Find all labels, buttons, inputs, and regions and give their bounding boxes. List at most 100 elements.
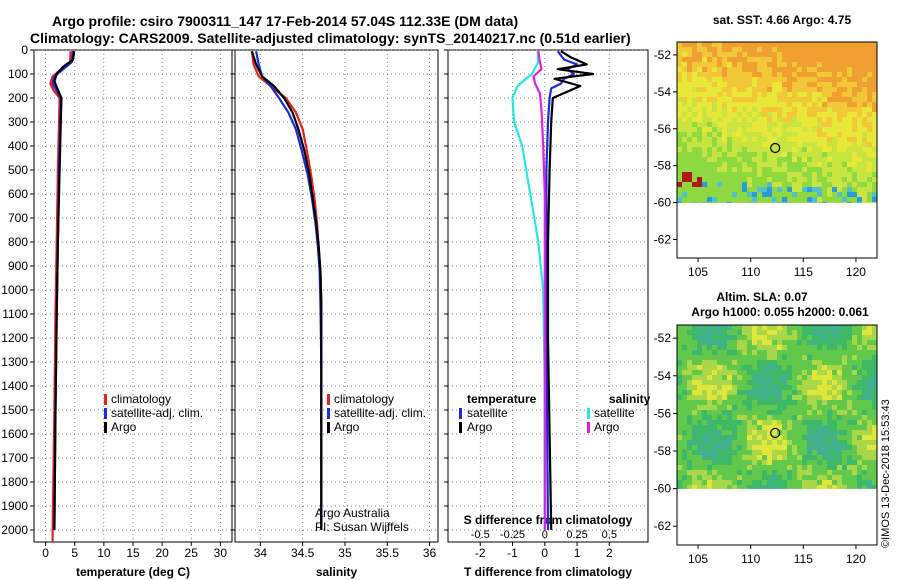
map-cell (817, 380, 823, 386)
map-cell (847, 400, 853, 406)
map-cell (687, 47, 693, 53)
map-cell (702, 345, 708, 351)
map-cell (762, 82, 768, 88)
map-cell (797, 365, 803, 371)
map-cell (872, 172, 878, 178)
map-cell (707, 87, 713, 93)
map-cell (747, 187, 753, 193)
map-cell (692, 420, 698, 426)
map-cell (837, 92, 843, 98)
map-cell (772, 122, 778, 128)
map-cell (677, 57, 683, 63)
map-cell (807, 77, 813, 83)
map-cell (677, 102, 683, 108)
map-cell (682, 117, 688, 123)
map-cell (747, 167, 753, 173)
map-cell (807, 390, 813, 396)
map-cell (747, 455, 753, 461)
map-cell (762, 197, 768, 203)
map-cell (692, 370, 698, 376)
map-cell (692, 400, 698, 406)
map-cell (852, 455, 858, 461)
map-cell (787, 450, 793, 456)
map-cell (807, 192, 813, 198)
map-cell (767, 77, 773, 83)
map-cell (712, 92, 718, 98)
map-cell (842, 147, 848, 153)
map-cell (767, 360, 773, 366)
map-cell (737, 455, 743, 461)
map-cell (827, 137, 833, 143)
map-cell (732, 460, 738, 466)
map-cell (822, 132, 828, 138)
map-cell (697, 430, 703, 436)
map-cell (717, 480, 723, 486)
map-cell (682, 430, 688, 436)
map-cell (757, 455, 763, 461)
map-cell (767, 385, 773, 391)
map-cell (807, 62, 813, 68)
map-cell (867, 127, 873, 133)
map-cell (707, 485, 713, 489)
map-cell (767, 435, 773, 441)
map-cell (697, 475, 703, 481)
map-cell (752, 82, 758, 88)
map-cell (712, 325, 718, 331)
map-cell (792, 420, 798, 426)
map-cell (682, 460, 688, 466)
map-cell (767, 445, 773, 451)
map-cell (782, 350, 788, 356)
map-cell (807, 470, 813, 476)
map-cell (837, 420, 843, 426)
map-cell (722, 82, 728, 88)
map-cell (747, 360, 753, 366)
map-cell (772, 425, 778, 431)
map-cell (692, 87, 698, 93)
map-cell (747, 445, 753, 451)
map-cell (677, 52, 683, 58)
map-cell (767, 330, 773, 336)
map-cell (742, 177, 748, 183)
map-cell (742, 420, 748, 426)
map-cell (752, 127, 758, 133)
map-cell (692, 132, 698, 138)
map-cell (692, 345, 698, 351)
map-cell (757, 192, 763, 198)
map-cell (722, 345, 728, 351)
map-cell (717, 380, 723, 386)
map-cell (737, 475, 743, 481)
map-cell (727, 470, 733, 476)
map-cell (862, 47, 868, 53)
map-cell (702, 385, 708, 391)
map-cell (867, 172, 873, 178)
map-cell (722, 350, 728, 356)
map-cell (772, 117, 778, 123)
map-cell (872, 475, 878, 481)
map-cell (712, 47, 718, 53)
map-cell (837, 47, 843, 53)
map-cell (832, 385, 838, 391)
map-cell (752, 47, 758, 53)
map-cell (677, 167, 683, 173)
map-cell (837, 365, 843, 371)
map-cell (687, 430, 693, 436)
map-cell (787, 127, 793, 133)
map-cell (737, 137, 743, 143)
map-cell (822, 202, 828, 203)
map-cell (697, 187, 703, 193)
map-cell (837, 182, 843, 188)
map-cell (872, 117, 878, 123)
map-cell (872, 122, 878, 128)
map-cell (732, 480, 738, 486)
map-cell (782, 202, 788, 203)
map-cell (697, 47, 703, 53)
map-cell (862, 445, 868, 451)
map-cell (692, 172, 698, 178)
map-cell (792, 400, 798, 406)
map-cell (722, 187, 728, 193)
map-cell (697, 470, 703, 476)
map-cell (757, 127, 763, 133)
map-cell (707, 390, 713, 396)
map-cell (857, 177, 863, 183)
